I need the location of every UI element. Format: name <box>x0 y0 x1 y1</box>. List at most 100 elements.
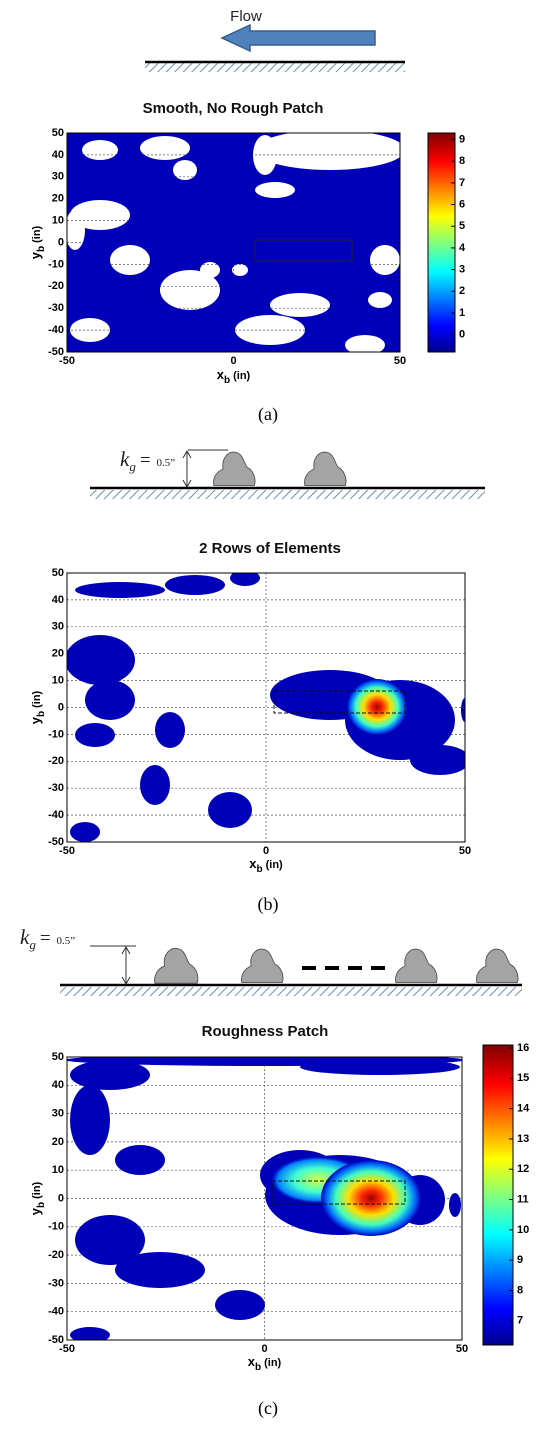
y-tick-label: -40 <box>48 324 64 336</box>
y-axis-label-unit: (in) <box>31 690 43 707</box>
y-tick-label: -10 <box>48 258 64 270</box>
x-tick-label: 50 <box>394 355 406 367</box>
x-tick-label: 50 <box>459 845 471 857</box>
panel-title: 2 Rows of Elements <box>199 540 341 557</box>
height-value: 0.5” <box>157 457 176 469</box>
patch-outline <box>273 690 406 714</box>
x-axis-label: xb (in) <box>248 1354 282 1373</box>
colorbar-tick-label: 11 <box>517 1193 529 1205</box>
y-tick-label: 50 <box>52 1051 64 1063</box>
y-tick-label: -50 <box>48 836 64 848</box>
y-axis-label-subscript: b <box>36 711 47 717</box>
contour-blob <box>410 745 465 775</box>
contour-blob <box>70 1327 110 1340</box>
contour-blob <box>75 582 165 598</box>
x-axis-label-subscript: b <box>257 864 263 875</box>
contour-blob <box>70 1060 150 1090</box>
y-tick-label: 0 <box>58 236 64 248</box>
caption: (c) <box>258 1398 278 1419</box>
rock <box>241 948 284 984</box>
ground-hatch <box>60 987 522 996</box>
contour-blob <box>67 635 135 685</box>
panel-title: Smooth, No Rough Patch <box>143 100 324 117</box>
colorbar-tick-label: 10 <box>517 1224 529 1236</box>
x-axis-label-symbol: x <box>249 856 257 871</box>
contour-region <box>67 573 465 842</box>
rock <box>476 948 519 984</box>
contour-blob <box>70 1085 110 1155</box>
y-tick-label: 20 <box>52 648 64 660</box>
k-symbol: k <box>120 447 130 471</box>
caption: (b) <box>258 894 279 915</box>
y-tick-label: 30 <box>52 1108 64 1120</box>
y-tick-label: -50 <box>48 346 64 358</box>
contour-blob <box>115 1252 205 1288</box>
colorbar-tick-label: 3 <box>459 264 465 276</box>
y-axis-label-symbol: y <box>28 251 43 259</box>
caption: (a) <box>258 404 278 425</box>
x-axis-label-unit: (in) <box>264 1357 281 1369</box>
y-tick-label: 10 <box>52 675 64 687</box>
x-tick-label: -50 <box>59 355 75 367</box>
y-tick-label: 20 <box>52 193 64 205</box>
x-tick-label: 0 <box>230 355 236 367</box>
colorbar-tick-label: 7 <box>459 177 465 189</box>
x-axis-label-symbol: x <box>248 1354 256 1369</box>
x-tick-label: -50 <box>59 845 75 857</box>
y-axis-label: yb (in) <box>28 1181 47 1215</box>
ground-hatch <box>90 490 485 499</box>
k-subscript: g <box>29 937 36 952</box>
contour-blob <box>208 792 252 828</box>
rock <box>154 947 199 984</box>
y-axis-label-subscript: b <box>36 1202 47 1208</box>
contour-blob <box>75 723 115 747</box>
y-tick-label: 0 <box>58 1192 64 1204</box>
contour-blob <box>215 1290 265 1320</box>
y-tick-label: 30 <box>52 621 64 633</box>
contour-blob <box>85 680 135 720</box>
colorbar-tick-label: 8 <box>459 155 465 167</box>
contour-blob <box>449 1193 461 1217</box>
y-tick-label: -40 <box>48 809 64 821</box>
height-value: 0.5” <box>57 935 76 947</box>
colorbar-tick-label: 7 <box>517 1315 523 1327</box>
rock <box>395 948 438 984</box>
y-tick-label: -30 <box>48 1277 64 1289</box>
y-tick-label: 10 <box>52 215 64 227</box>
rock <box>304 451 347 487</box>
heat-spot <box>321 1160 421 1236</box>
y-tick-label: 40 <box>52 1079 64 1091</box>
x-tick-label: 0 <box>263 845 269 857</box>
patch-outline <box>271 1180 406 1205</box>
heat-spot <box>347 679 407 735</box>
y-tick-label: 10 <box>52 1164 64 1176</box>
colorbar-tick-label: 15 <box>517 1072 529 1084</box>
colorbar <box>482 1044 514 1346</box>
colorbar-tick-label: 9 <box>517 1254 523 1266</box>
y-tick-label: 20 <box>52 1136 64 1148</box>
plot-frame <box>66 572 466 843</box>
contour-blob <box>165 575 225 595</box>
colorbar-tick-label: 5 <box>459 220 465 232</box>
contour-blob <box>461 698 465 722</box>
x-axis-label: xb (in) <box>217 367 251 386</box>
y-tick-label: 50 <box>52 567 64 579</box>
contour-blob <box>155 712 185 748</box>
y-tick-label: -50 <box>48 1334 64 1346</box>
colorbar-tick-label: 16 <box>517 1042 529 1054</box>
plot-frame <box>66 1056 463 1341</box>
x-axis-label-unit: (in) <box>233 370 250 382</box>
colorbar-tick-label: 4 <box>459 242 466 254</box>
y-axis-label: yb (in) <box>28 225 47 259</box>
x-tick-label: 0 <box>261 1343 267 1355</box>
y-axis-label-unit: (in) <box>31 225 43 242</box>
colorbar-tick-label: 1 <box>459 307 465 319</box>
y-axis-label-subscript: b <box>36 246 47 252</box>
y-tick-label: -30 <box>48 782 64 794</box>
plot-frame <box>66 132 401 353</box>
colorbar-tick-label: 8 <box>517 1284 523 1296</box>
contour-region <box>67 1057 462 1340</box>
